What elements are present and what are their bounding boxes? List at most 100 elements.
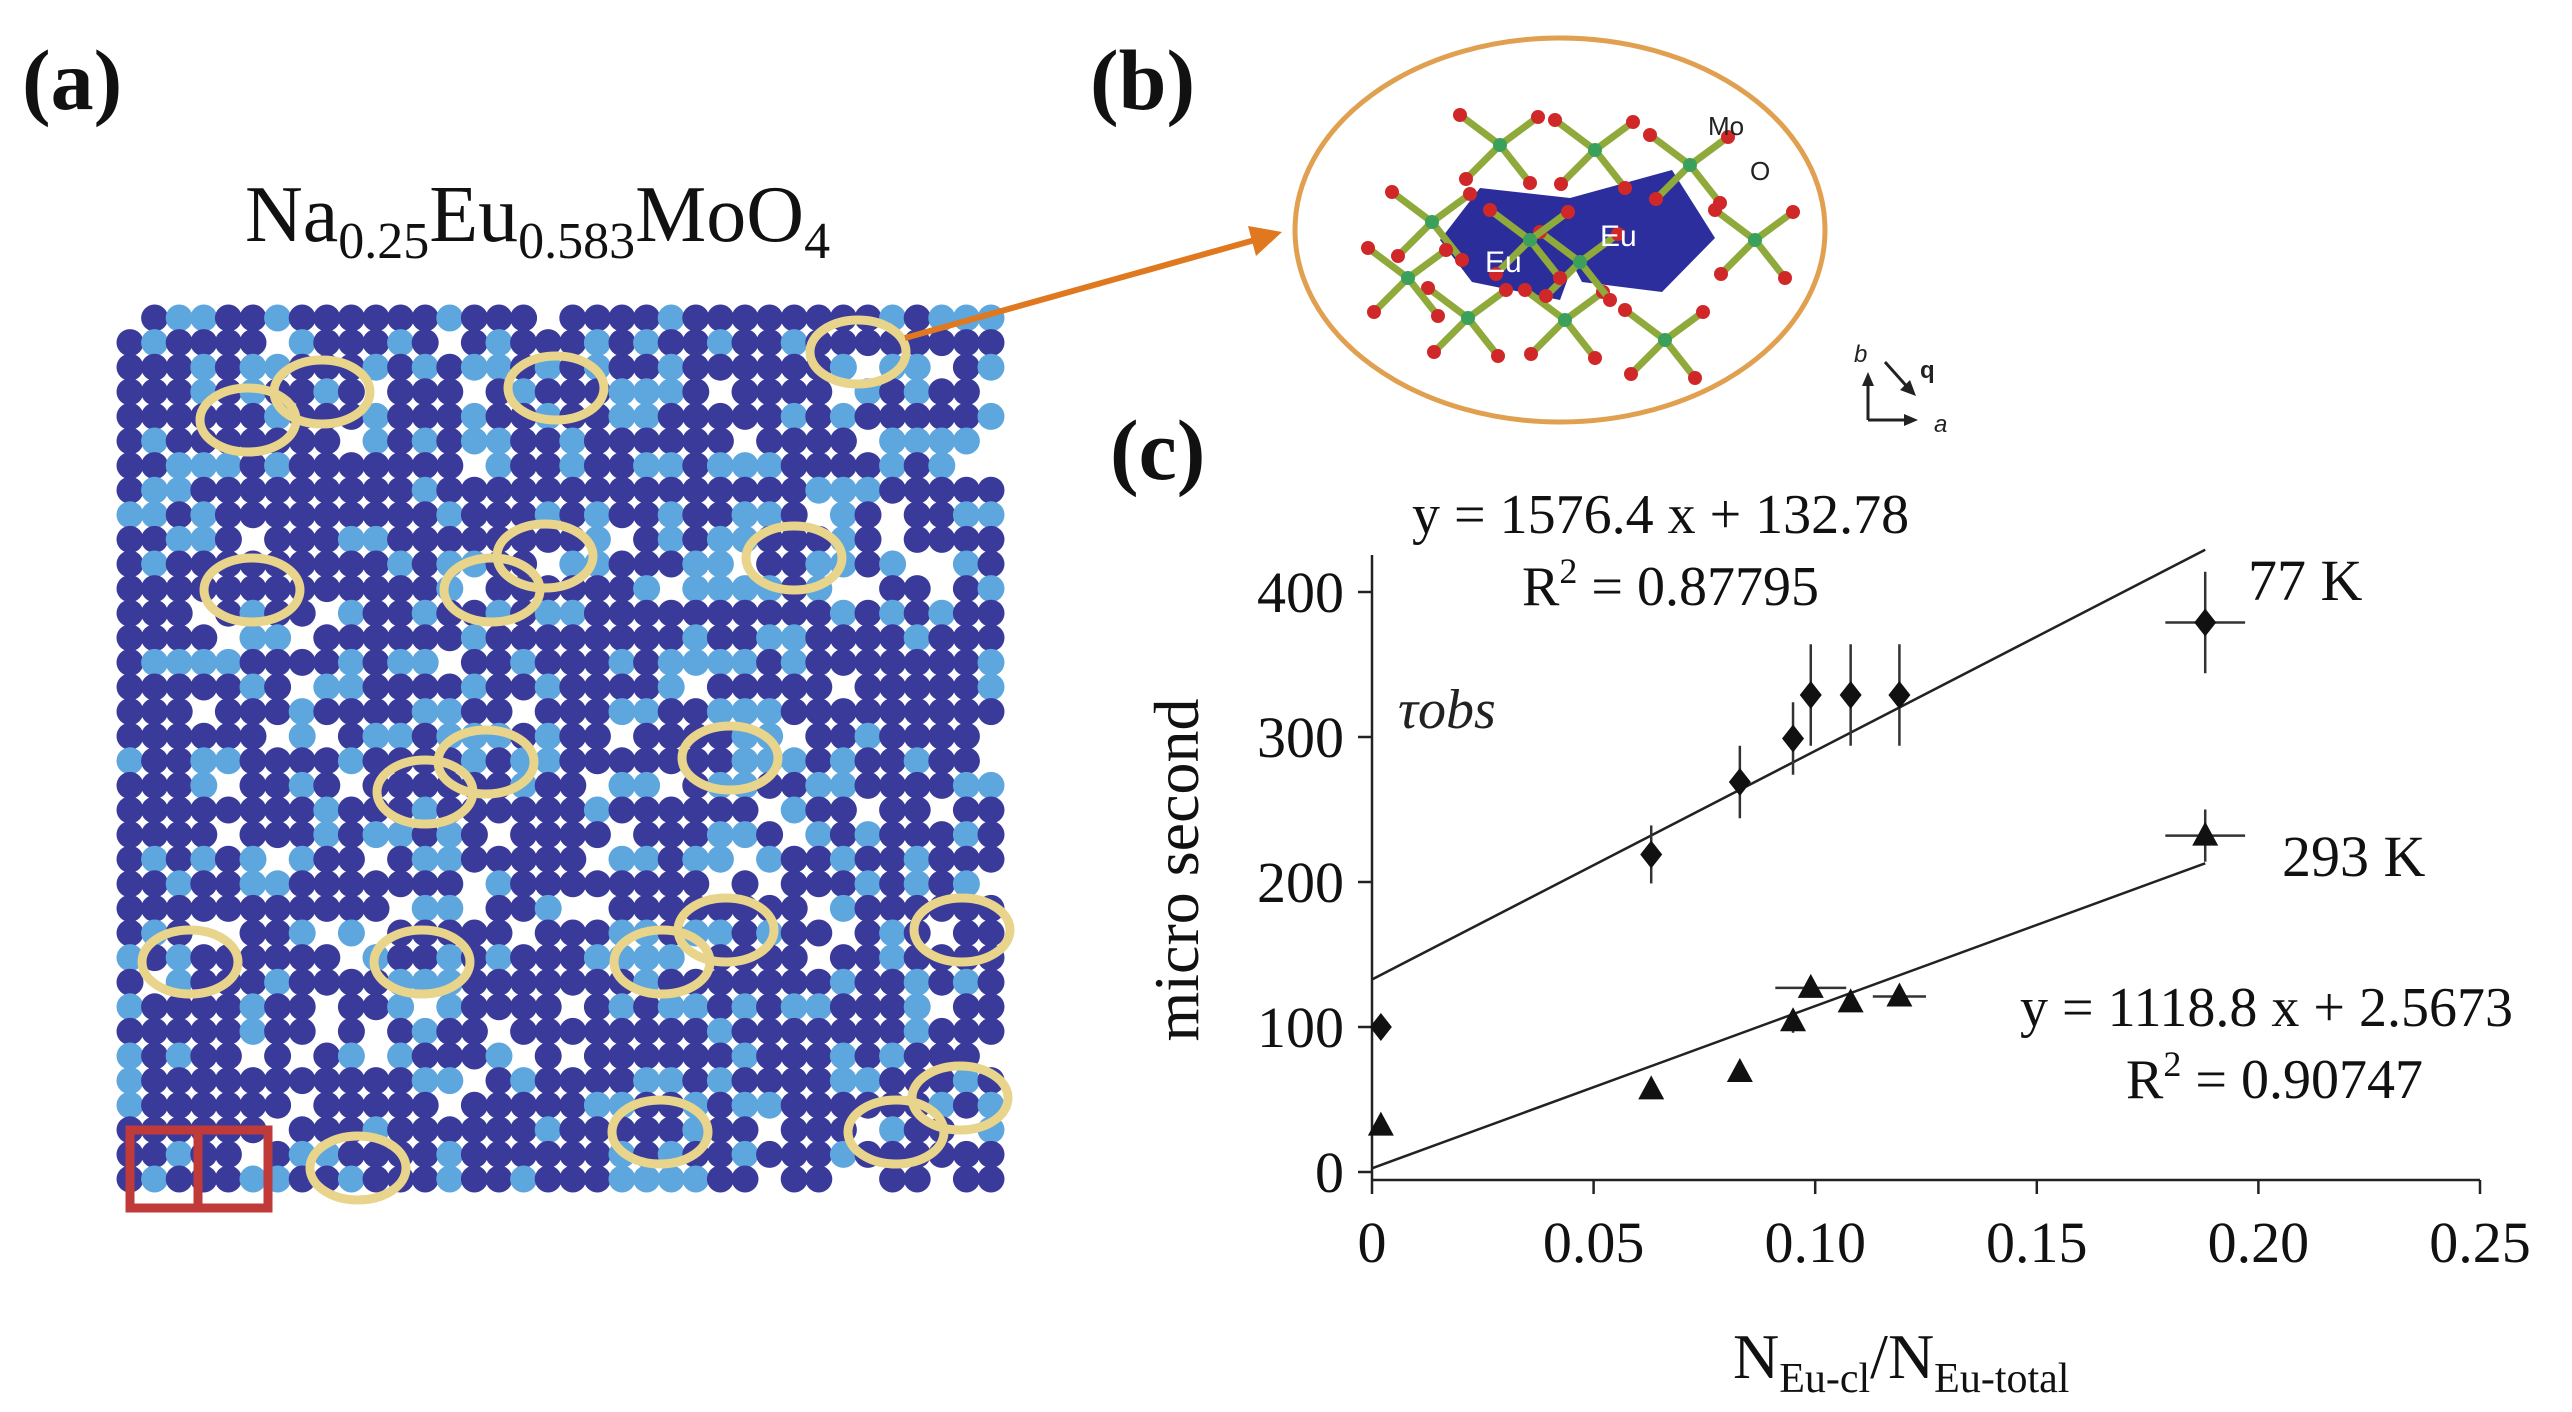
y-tick-label: 200 <box>1257 850 1344 915</box>
lattice-site <box>510 821 538 849</box>
lattice-site <box>116 944 144 972</box>
eu-cluster-ring <box>269 355 375 429</box>
lattice-site <box>977 1140 1005 1168</box>
lattice-site <box>141 648 169 676</box>
lattice-site <box>805 968 833 996</box>
lattice-site <box>756 624 784 652</box>
lattice-site <box>534 1165 562 1193</box>
lattice-site <box>657 1165 685 1193</box>
lattice-site <box>337 894 365 922</box>
lattice-site <box>854 402 882 430</box>
lattice-site <box>780 919 808 947</box>
oxygen-atom <box>1786 205 1800 219</box>
lattice-site <box>165 427 193 455</box>
lattice-site <box>952 476 980 504</box>
lattice-site <box>239 968 267 996</box>
lattice-site <box>387 993 415 1021</box>
lattice-site <box>805 1091 833 1119</box>
lattice-site <box>608 452 636 480</box>
lattice-site <box>362 1140 390 1168</box>
lattice-site <box>682 624 710 652</box>
lattice-site <box>165 1091 193 1119</box>
lattice-site <box>805 1140 833 1168</box>
lattice-site <box>633 304 661 332</box>
mo-o-bond <box>1405 247 1449 281</box>
lattice-site <box>411 796 439 824</box>
lattice-site <box>583 796 611 824</box>
lattice-site <box>559 304 587 332</box>
lattice-site <box>411 894 439 922</box>
lattice-site <box>264 673 292 701</box>
lattice-site <box>165 378 193 406</box>
lattice-site <box>977 501 1005 529</box>
mo-atom <box>1461 311 1475 325</box>
oxygen-atom <box>1611 227 1625 241</box>
lattice-site <box>756 353 784 381</box>
lattice-site <box>903 821 931 849</box>
lattice-site <box>264 1091 292 1119</box>
lattice-site <box>387 648 415 676</box>
lattice-site <box>952 575 980 603</box>
series-label: 77 K <box>2248 548 2363 613</box>
lattice-site <box>805 771 833 799</box>
lattice-site <box>731 1067 759 1095</box>
lattice-site <box>141 993 169 1021</box>
lattice-site <box>756 698 784 726</box>
lattice-site <box>657 452 685 480</box>
lattice-site <box>239 1165 267 1193</box>
lattice-site <box>977 796 1005 824</box>
lattice-site <box>780 501 808 529</box>
lattice-site <box>362 1091 390 1119</box>
lattice-site <box>829 476 857 504</box>
lattice-site <box>141 747 169 775</box>
lattice-site <box>337 1140 365 1168</box>
formula-na: Na <box>245 171 339 259</box>
mo-atom <box>1748 233 1762 247</box>
lattice-site <box>485 1091 513 1119</box>
o-atom-label: O <box>1750 156 1770 186</box>
lattice-site <box>313 575 341 603</box>
lattice-site <box>829 599 857 627</box>
lattice-site <box>829 771 857 799</box>
eu-cluster-ring <box>805 315 911 389</box>
lattice-site <box>731 1140 759 1168</box>
lattice-site <box>952 919 980 947</box>
lattice-site <box>854 845 882 873</box>
lattice-site <box>436 402 464 430</box>
lattice-site <box>559 1091 587 1119</box>
series-label: 293 K <box>2282 824 2426 889</box>
lattice-site <box>264 304 292 332</box>
lattice-site <box>731 1116 759 1144</box>
lattice-site <box>510 624 538 652</box>
lattice-site <box>854 870 882 898</box>
lattice-site <box>928 821 956 849</box>
lattice-site <box>633 353 661 381</box>
lattice-site <box>731 501 759 529</box>
oxygen-atom <box>1618 181 1632 195</box>
lattice-site <box>190 747 218 775</box>
lattice-site <box>657 648 685 676</box>
lattice-site <box>116 1067 144 1095</box>
lattice-site <box>559 722 587 750</box>
lattice-site <box>977 575 1005 603</box>
lattice-site <box>165 1140 193 1168</box>
oxygen-atom <box>1561 205 1575 219</box>
eu-cluster-ring <box>503 351 609 425</box>
lattice-site <box>313 624 341 652</box>
lattice-site <box>829 944 857 972</box>
lattice-site <box>780 771 808 799</box>
lattice-site <box>977 476 1005 504</box>
lattice-site <box>559 1017 587 1045</box>
lattice-site <box>337 1067 365 1095</box>
oxygen-atom <box>1553 271 1567 285</box>
lattice-site <box>903 1017 931 1045</box>
lattice-site <box>239 698 267 726</box>
lattice-site <box>706 968 734 996</box>
lattice-site <box>116 599 144 627</box>
moo4-tetrahedra <box>1361 108 1800 385</box>
lattice-site <box>411 1017 439 1045</box>
r-squared: R2 = 0.90747 <box>2126 1044 2423 1111</box>
x-tick-label: 0 <box>1358 1210 1387 1275</box>
lattice-site <box>239 919 267 947</box>
lattice-site <box>116 771 144 799</box>
